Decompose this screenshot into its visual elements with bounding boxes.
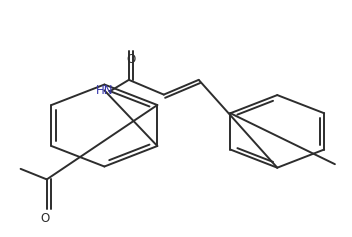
Text: HN: HN [96, 84, 113, 97]
Text: O: O [40, 212, 50, 225]
Text: O: O [126, 53, 135, 66]
